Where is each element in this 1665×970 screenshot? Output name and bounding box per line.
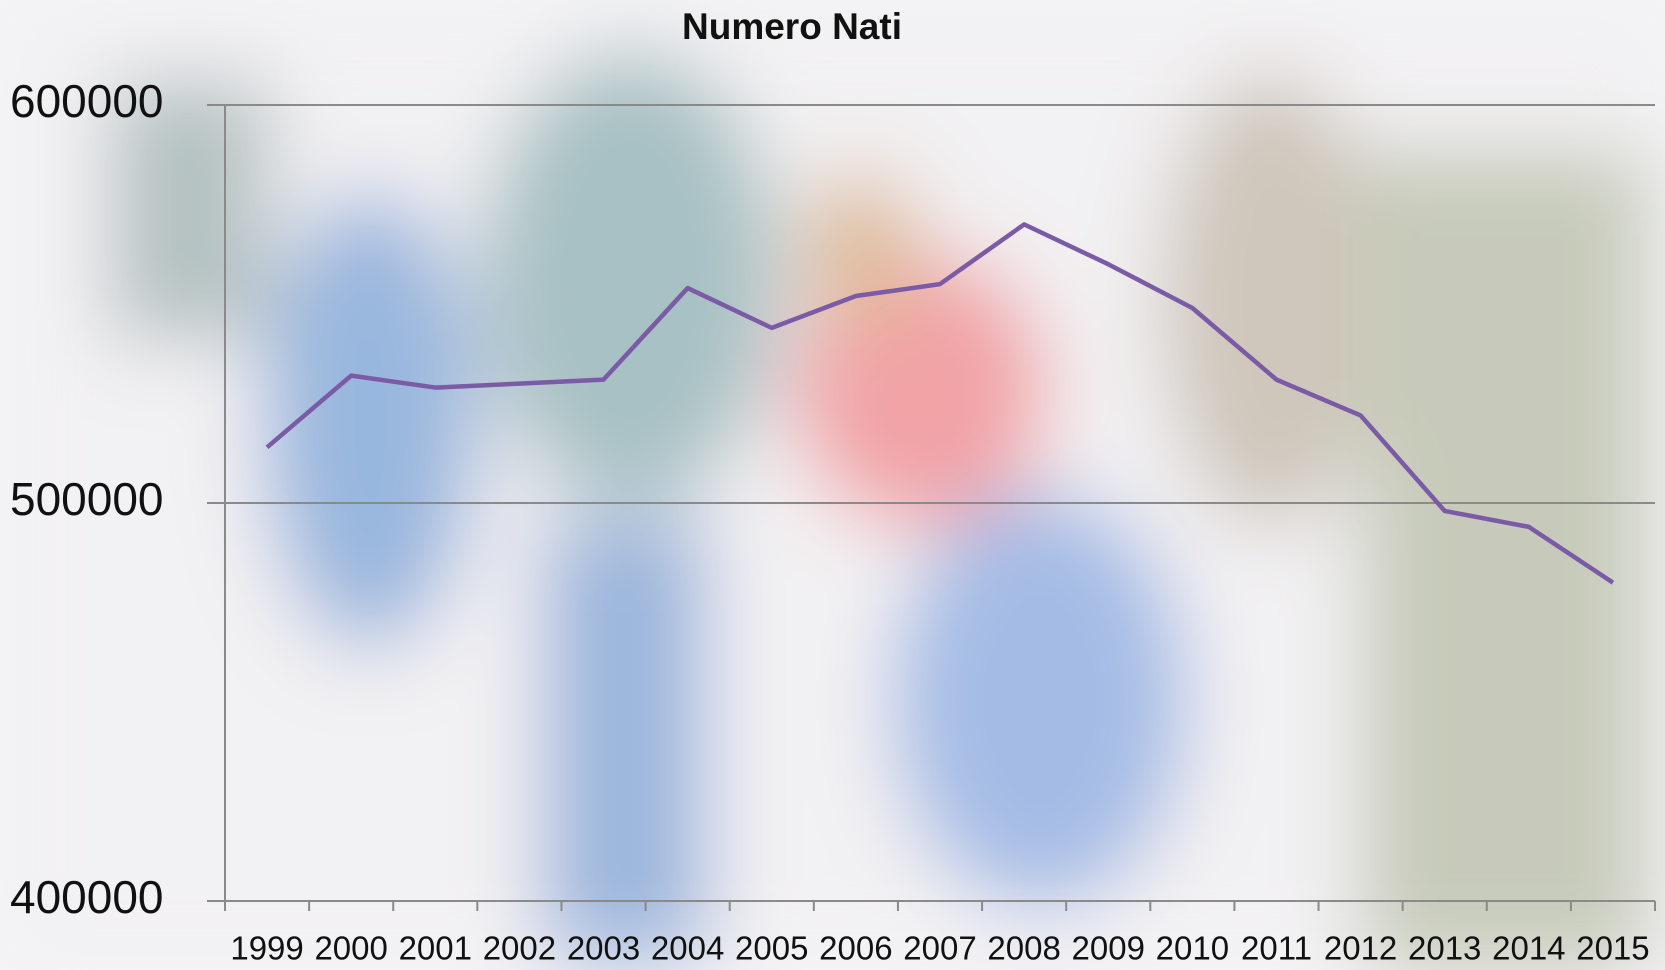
y-tick-label: 400000 xyxy=(10,871,164,923)
x-tick-label: 2005 xyxy=(735,930,808,967)
x-tick-label: 2001 xyxy=(399,930,472,967)
x-tick-label: 2011 xyxy=(1241,930,1312,967)
x-tick-label: 2009 xyxy=(1072,930,1145,967)
x-tick-label: 2002 xyxy=(483,930,556,967)
chart-title: Numero Nati xyxy=(682,6,902,47)
x-tick-label: 2004 xyxy=(651,930,724,967)
x-tick-label: 2014 xyxy=(1492,930,1565,967)
x-tick-label: 2003 xyxy=(567,930,640,967)
y-tick-label: 600000 xyxy=(10,75,164,127)
x-tick-label: 2015 xyxy=(1576,930,1649,967)
x-tick-label: 2007 xyxy=(903,930,976,967)
data-line xyxy=(265,222,1615,585)
x-tick-label: 2000 xyxy=(314,930,387,967)
x-tick-label: 2012 xyxy=(1324,930,1397,967)
x-tick-label: 2008 xyxy=(987,930,1060,967)
y-tick-label: 500000 xyxy=(10,473,164,525)
x-tick-label: 2010 xyxy=(1156,930,1229,967)
x-tick-label: 1999 xyxy=(230,930,303,967)
x-tick-label: 2006 xyxy=(819,930,892,967)
x-tick-label: 2013 xyxy=(1408,930,1481,967)
